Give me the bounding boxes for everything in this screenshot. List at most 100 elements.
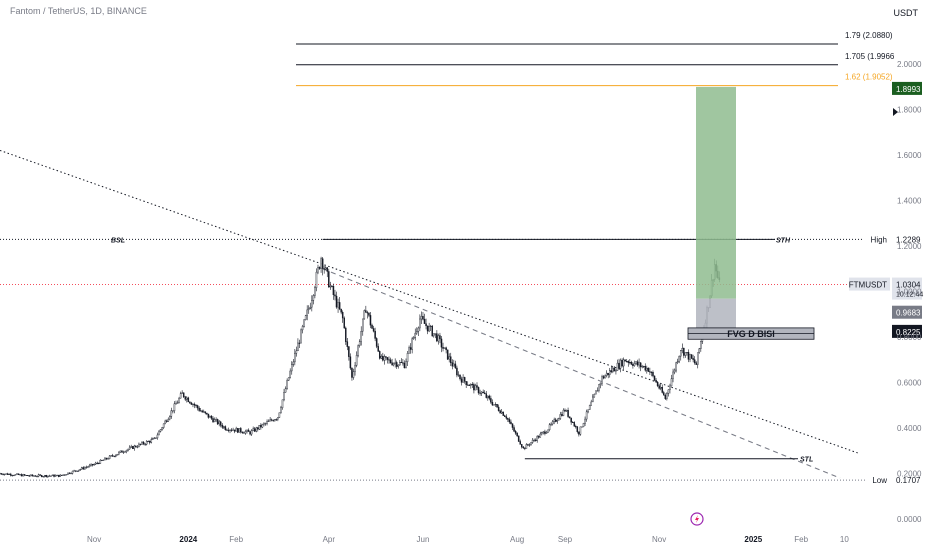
candle-body — [167, 418, 170, 422]
candle-body — [295, 350, 298, 354]
candle-body — [488, 395, 491, 399]
candle-body — [377, 346, 379, 352]
candle-body — [531, 439, 534, 443]
candle-body — [354, 365, 356, 372]
candle-body — [111, 455, 114, 457]
candle-body — [283, 392, 285, 401]
candle-body — [25, 474, 27, 476]
y-tick-label: 1.4000 — [897, 197, 922, 206]
currency-label[interactable]: USDT — [894, 8, 919, 18]
candle-body — [545, 432, 548, 434]
candle-body — [105, 457, 108, 460]
candle-body — [196, 405, 199, 409]
entry-price-tag[interactable] — [892, 305, 922, 319]
candle-body — [638, 362, 640, 366]
candle-body — [31, 474, 34, 476]
candle-body — [212, 418, 214, 423]
candle-body — [324, 267, 327, 270]
candle-body — [360, 331, 362, 342]
candle-body — [403, 362, 406, 369]
countdown-timer: 10:12:44 — [896, 292, 923, 299]
candle-body — [605, 372, 608, 376]
candle-body — [235, 428, 237, 432]
candle-body — [599, 382, 602, 385]
candle-body — [676, 361, 679, 363]
candle-body — [6, 473, 9, 475]
scroll-arrow-icon[interactable] — [893, 108, 898, 116]
candle-body — [678, 355, 680, 362]
candle-body — [110, 455, 112, 457]
candle-body — [485, 393, 488, 398]
candle-body — [104, 457, 106, 461]
candle-body — [476, 385, 478, 388]
candle-body — [658, 385, 660, 389]
candle-body — [261, 424, 264, 428]
candle-body — [226, 429, 228, 431]
candle-body — [22, 474, 24, 477]
candle-body — [653, 375, 656, 381]
fib-level-label: 1.62 (1.9052) — [845, 73, 893, 82]
symbol-title[interactable]: Fantom / TetherUS, 1D, BINANCE — [10, 6, 147, 16]
candle-body — [17, 473, 20, 476]
candle-body — [332, 286, 335, 296]
candle-body — [672, 371, 674, 379]
candle-body — [459, 374, 461, 380]
candle-body — [94, 462, 97, 465]
candle-body — [366, 312, 369, 314]
target-zone[interactable] — [696, 86, 736, 299]
candle-body — [218, 421, 220, 425]
last-price-tag[interactable] — [892, 277, 922, 300]
target-price-tag[interactable] — [892, 81, 922, 95]
candle-body — [598, 384, 600, 391]
candle-body — [487, 395, 489, 398]
candle-body — [340, 308, 342, 313]
x-axis[interactable]: Nov 2024 Feb Apr Jun Aug Sep Nov 2025 Feb 10 — [87, 535, 849, 544]
candle-body — [37, 474, 40, 477]
candle-body — [419, 318, 421, 329]
candle-body — [621, 359, 623, 367]
candle-body — [170, 410, 173, 417]
candle-body — [247, 429, 250, 432]
candle-body — [39, 474, 41, 476]
candle-body — [607, 372, 609, 375]
stop-zone[interactable] — [696, 298, 736, 332]
candle-body — [28, 475, 31, 477]
candle-body — [378, 351, 381, 359]
stop-price-tag[interactable] — [892, 324, 922, 338]
candle-body — [303, 319, 305, 327]
target-price-tag-value: 1.8993 — [896, 85, 921, 94]
candle-body — [386, 357, 389, 360]
candle-body — [420, 316, 423, 320]
candle-body — [304, 315, 307, 320]
candle-body — [590, 401, 592, 406]
candle-body — [132, 446, 134, 449]
channel-trendline[interactable] — [322, 268, 841, 479]
candle-body — [286, 380, 288, 389]
candle-body — [263, 423, 265, 425]
candle-body — [57, 474, 60, 477]
candle-body — [496, 403, 498, 408]
candle-body — [471, 384, 474, 386]
candle-body — [221, 425, 224, 428]
candle-body — [394, 362, 396, 364]
y-tick-label: 2.0000 — [897, 60, 922, 69]
candle-body — [630, 362, 633, 365]
candle-body — [264, 423, 267, 425]
candle-body — [176, 402, 179, 404]
candle-body — [267, 420, 270, 422]
x-tick-label: Nov — [652, 535, 666, 544]
lightning-bolt-icon[interactable] — [690, 512, 704, 526]
candle-body — [13, 475, 15, 477]
low-price-tag[interactable] — [891, 472, 923, 487]
candle-body — [255, 427, 257, 432]
candle-body — [70, 473, 72, 475]
candle-body — [422, 316, 424, 320]
last-price-tag-caption-bg — [849, 277, 890, 291]
candle-body — [644, 365, 647, 371]
x-tick-label: Apr — [323, 535, 336, 544]
y-axis[interactable]: 2.0000 1.8000 1.6000 1.4000 1.2000 1.0000 0.80… — [897, 60, 922, 524]
high-price-tag[interactable] — [891, 231, 923, 246]
candle-body — [514, 431, 517, 434]
candle-body — [56, 474, 58, 476]
